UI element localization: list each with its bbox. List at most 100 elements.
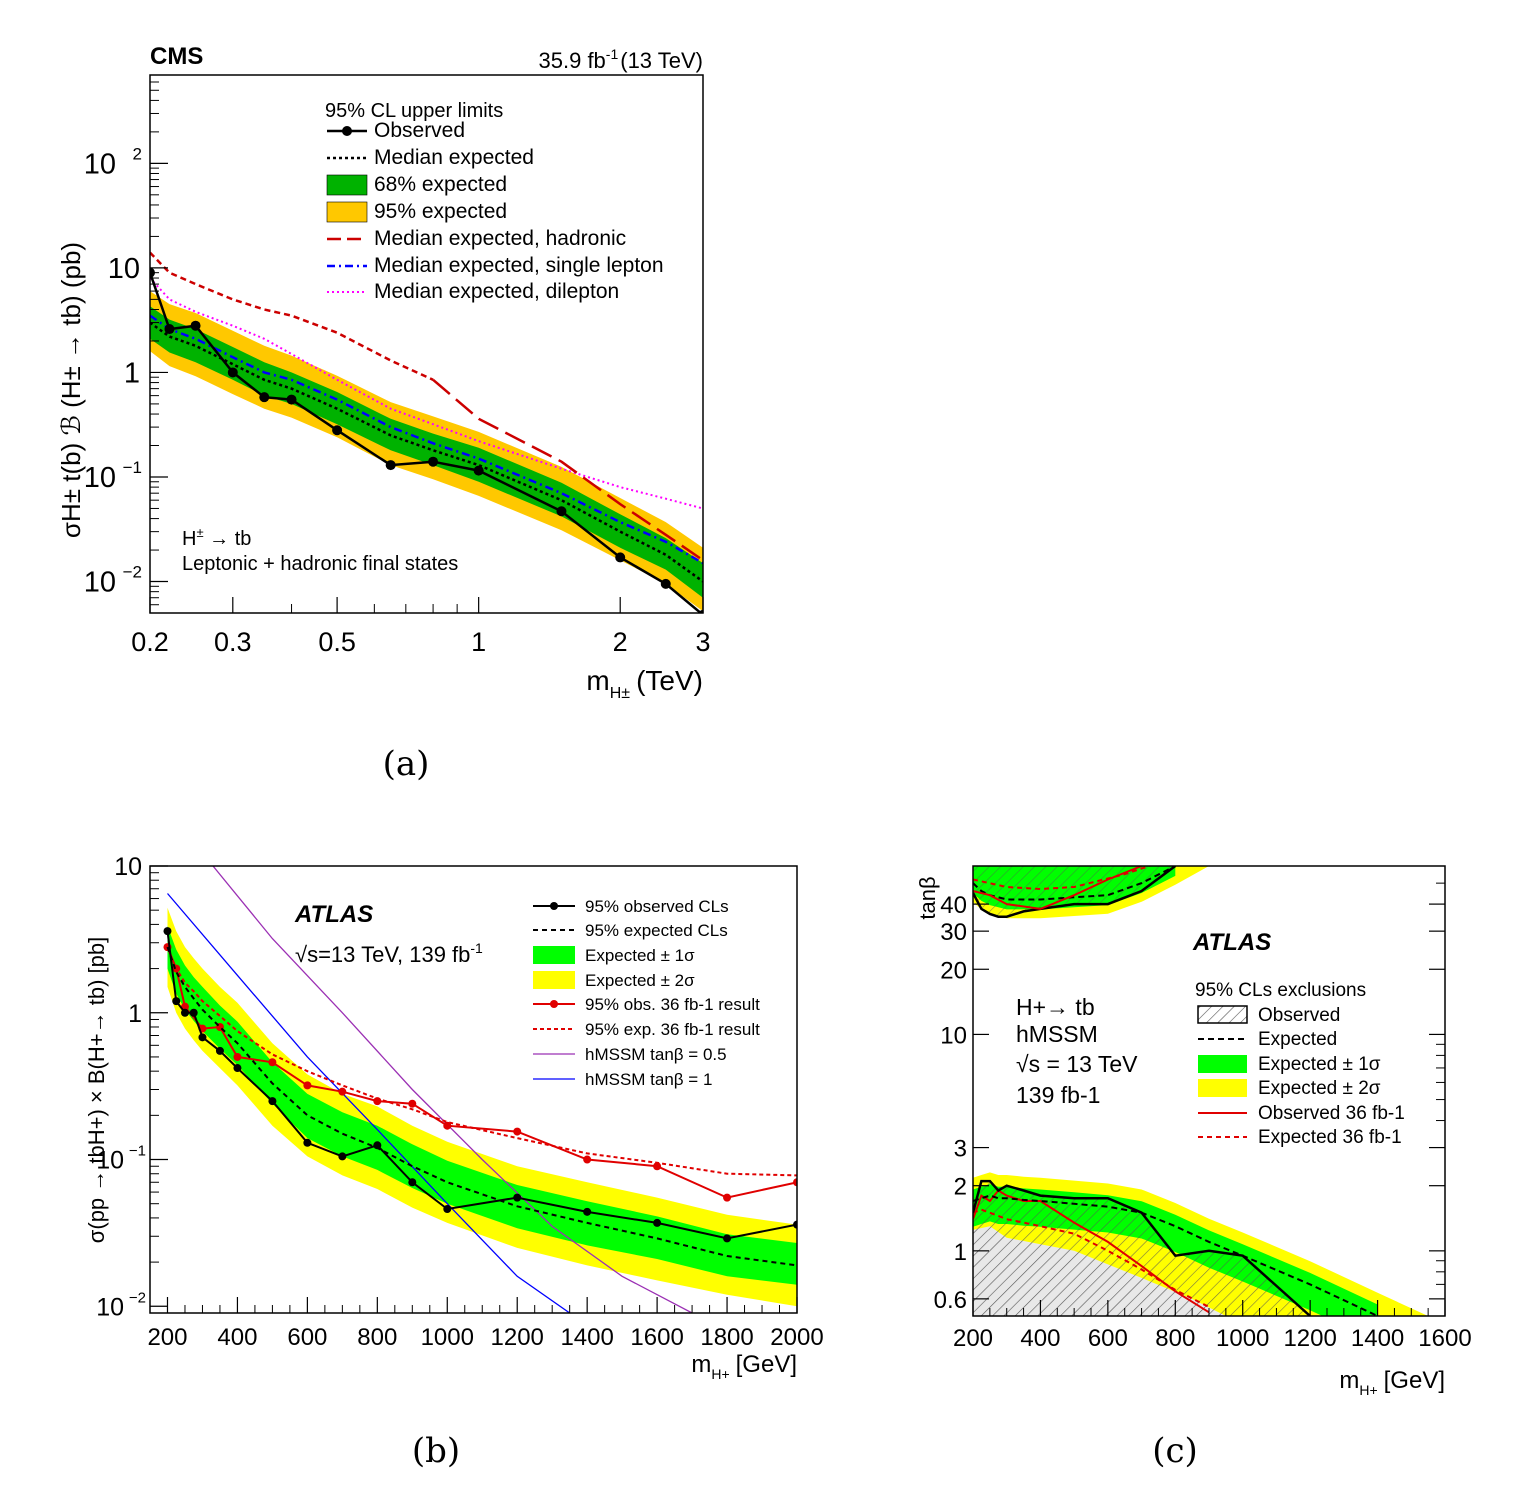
observed-cls-point	[189, 1008, 198, 1017]
legend-entry-label: 95% observed CLs	[585, 897, 729, 916]
panel-a-annotation-final-states: Leptonic + hadronic final states	[182, 553, 458, 575]
legend-entry-label: Observed 36 fb-1	[1258, 1103, 1405, 1124]
legend-swatch-95	[326, 201, 368, 223]
panel-a-x-axis-label: mH± (TeV)	[586, 665, 703, 702]
x-tick-label: 400	[217, 1324, 257, 1351]
panel-a-y-axis-label: σH± t(b) ℬ (H± → tb) (pb)	[56, 242, 86, 538]
observed-point	[473, 465, 484, 476]
panel-b-experiment-label: ATLAS	[294, 901, 373, 928]
panel-c-legend: Observed Expected Expected ± 1σ Expected ± …	[1197, 1005, 1405, 1148]
y-tick-label: 10	[84, 462, 116, 494]
legend-entry-label: Observed	[1258, 1005, 1340, 1026]
observed-point	[615, 552, 626, 563]
observed-cls-point	[723, 1234, 732, 1243]
y-tick-label: 10	[96, 1147, 124, 1175]
line-expected-36fb	[166, 946, 797, 1177]
observed-point	[428, 456, 439, 467]
observed-point	[556, 506, 567, 517]
legend-entry-label: Expected ± 2σ	[585, 971, 695, 990]
observed-36fb-point	[268, 1058, 277, 1067]
x-tick-label: 1800	[700, 1324, 753, 1351]
y-tick-label: 0.6	[934, 1287, 967, 1314]
line-median-expected	[150, 321, 703, 583]
legend-entry-label: Median expected, hadronic	[374, 227, 626, 250]
x-tick-label: 1000	[421, 1324, 474, 1351]
line-expected-cls	[166, 946, 797, 1267]
observed-excluded-low-hatch	[973, 1226, 1226, 1316]
legend-marker-observed	[342, 126, 352, 136]
x-tick-label: 200	[953, 1325, 993, 1352]
y-tick-exponent: 2	[133, 144, 142, 163]
panel-a-legend: Observed Median expected 68% expected 95% e…	[326, 119, 664, 303]
panel-c-y-axis-label: tanβ	[915, 876, 940, 919]
line-expected-high	[973, 866, 1176, 901]
observed-cls-point	[443, 1205, 452, 1214]
legend-entry-label: 95% expected	[374, 200, 507, 223]
observed-cls-point	[233, 1064, 242, 1073]
observed-cls-point	[198, 1033, 207, 1042]
y-tick-exponent: −1	[129, 1143, 146, 1160]
line-observed-36fb-high	[973, 866, 1142, 910]
x-tick-label: 800	[1155, 1325, 1195, 1352]
legend-entry-label: Observed	[374, 119, 465, 142]
observed-excluded-high	[973, 866, 1176, 917]
panel-a-legend-title: 95% CL upper limits	[325, 100, 503, 122]
observed-point	[259, 392, 270, 403]
observed-36fb-point	[408, 1099, 417, 1108]
x-tick-label: 600	[287, 1324, 327, 1351]
observed-cls-point	[338, 1152, 347, 1161]
panel-b-energy-label: √s=13 TeV, 139 fb-1	[295, 940, 483, 967]
panel-b-legend: 95% observed CLs 95% expected CLs Expected…	[533, 897, 760, 1089]
annotation-line: H+→ tb	[1016, 994, 1095, 1020]
panel-c-plot-area	[973, 866, 1429, 1316]
panel-b-plot-area	[163, 866, 797, 1313]
observed-36fb-point	[793, 1178, 797, 1187]
x-tick-label: 2	[613, 627, 628, 657]
x-tick-label: 0.2	[131, 627, 169, 657]
observed-cls-point	[408, 1178, 417, 1187]
observed-36fb-point	[303, 1081, 312, 1090]
x-tick-label: 1400	[560, 1324, 613, 1351]
x-tick-label: 800	[357, 1324, 397, 1351]
y-tick-label: 1	[954, 1239, 967, 1266]
legend-entry-label: hMSSM tanβ = 1	[585, 1070, 712, 1089]
observed-36fb-point	[583, 1155, 592, 1164]
y-tick-label: 10	[114, 853, 142, 881]
x-tick-label: 3	[695, 627, 710, 657]
observed-point	[164, 324, 175, 335]
legend-entry-label: 95% expected CLs	[585, 921, 728, 940]
x-tick-label: 1200	[491, 1324, 544, 1351]
y-tick-label: 10	[84, 148, 116, 180]
x-tick-label: 1400	[1351, 1325, 1404, 1352]
y-tick-label: 30	[940, 919, 967, 946]
observed-36fb-point	[233, 1052, 242, 1061]
observed-cls-point	[653, 1218, 662, 1227]
observed-cls-point	[268, 1097, 277, 1106]
panel-c-x-axis-label: mH+ [GeV]	[1339, 1367, 1445, 1398]
band-expected-2sigma	[167, 907, 797, 1307]
line-median-expected-hadronic-high	[432, 378, 703, 562]
line-expected-36fb-high	[973, 866, 1153, 891]
legend-swatch-1sigma	[533, 946, 575, 964]
line-observed-low	[973, 1179, 1311, 1316]
y-tick-label: 20	[940, 957, 967, 984]
x-tick-label: 400	[1020, 1325, 1060, 1352]
x-tick-label: 1200	[1283, 1325, 1336, 1352]
y-tick-label: 10	[96, 1293, 124, 1321]
legend-entry-label: hMSSM tanβ = 0.5	[585, 1045, 727, 1064]
observed-cls-point	[303, 1138, 312, 1147]
panel-a-plot-area	[150, 251, 703, 613]
observed-point	[190, 320, 201, 331]
legend-entry-label: Expected ± 1σ	[585, 946, 695, 965]
panel-a-caption: (a)	[383, 744, 430, 784]
panel-a-experiment-label: CMS	[150, 43, 203, 70]
annotation-line: √s = 13 TeV	[1016, 1051, 1138, 1077]
legend-entry-label: Median expected, dilepton	[374, 280, 619, 303]
y-tick-label: 2	[954, 1174, 967, 1201]
y-tick-label: 10	[940, 1022, 967, 1049]
observed-cls-point	[215, 1046, 224, 1055]
panel-b-axis-ticks: 200 400 600 800 1000 1200 1400 1600 1800 2000 10 1 1…	[96, 853, 824, 1351]
